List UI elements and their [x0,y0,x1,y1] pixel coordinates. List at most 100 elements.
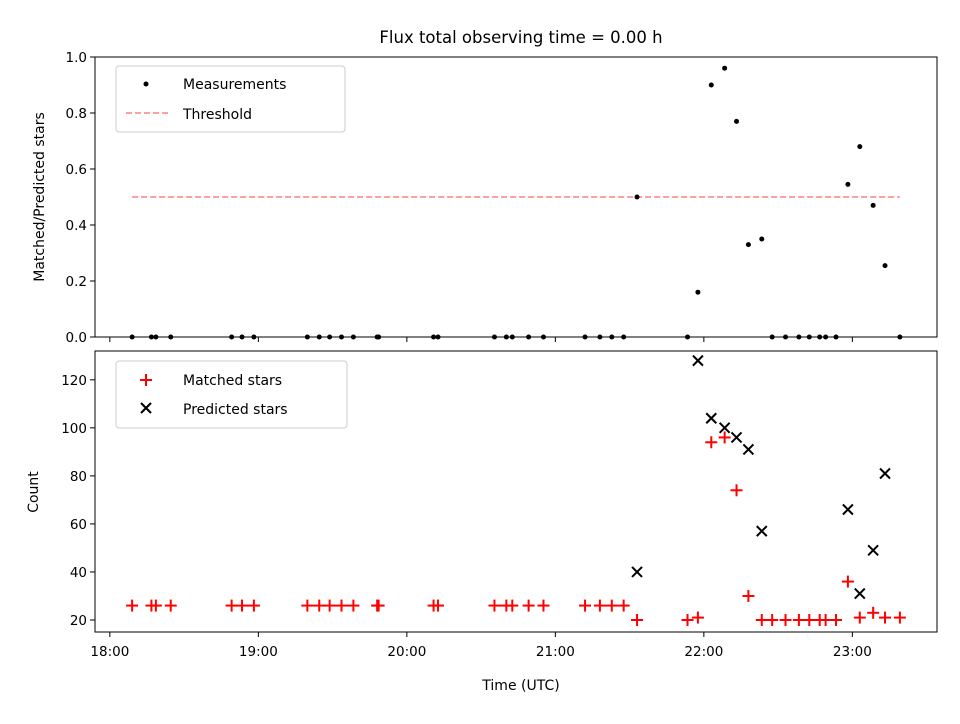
matched-star-points [126,431,906,626]
predicted-star-points [631,354,891,600]
legend-predicted-label: Predicted stars [183,402,288,418]
measurement-point [722,65,728,71]
measurement-point [845,181,851,187]
bottom-panel: Count Time (UTC) 20 40 60 80 100 120 18:00 19:… [26,350,938,694]
matched-star-point [867,606,880,619]
matched-star-point [301,599,314,612]
matched-star-point [792,613,805,626]
predicted-star-point [692,354,704,367]
bottom-x-tick-label: 23:00 [833,644,872,660]
measurement-point [745,242,751,248]
matched-star-point [313,599,326,612]
top-y-tick-label: 0.6 [66,162,87,178]
matched-star-point [766,613,779,626]
bottom-y-tick-label: 60 [70,517,87,533]
bottom-y-tick-label: 40 [70,565,87,581]
matched-star-point [705,436,718,449]
matched-star-point [631,613,644,626]
measurement-point [870,202,876,208]
measurement-point [734,118,740,124]
bottom-x-ticks: 18:00 19:00 20:00 21:00 22:00 23:00 [90,632,872,660]
measurement-point [882,263,888,269]
top-y-axis-label: Matched/Predicted stars [32,112,48,282]
top-legend-box [115,65,346,133]
top-y-tick-label: 0.0 [66,330,87,346]
matched-star-point [247,599,260,612]
legend-measurements-label: Measurements [183,77,286,93]
legend-predicted-marker [140,402,152,414]
bottom-y-tick-label: 120 [61,373,87,389]
bottom-y-axis-label: Count [26,471,42,513]
matched-star-point [691,611,704,624]
matched-star-point [841,575,854,588]
bottom-legend-box [115,360,348,429]
measurement-point [759,236,765,242]
predicted-star-point [879,467,891,480]
matched-star-point [617,599,630,612]
matched-star-point [432,599,445,612]
matched-star-point [879,611,892,624]
matched-star-point [893,611,906,624]
matched-star-point [488,599,501,612]
bottom-legend: Matched stars Predicted stars [115,360,348,429]
bottom-y-tick-label: 100 [61,421,87,437]
measurement-point [695,289,701,295]
top-x-ticks [109,337,853,342]
matched-star-point [819,613,832,626]
predicted-star-point [842,503,854,516]
legend-measurements-marker [143,81,149,87]
matched-star-point [522,599,535,612]
matched-star-point [126,599,139,612]
bottom-y-tick-label: 20 [70,613,87,629]
bottom-y-tick-label: 80 [70,469,87,485]
chart-title: Flux total observing time = 0.00 h [379,28,662,47]
top-y-ticks: 0.0 0.2 0.4 0.6 0.8 1.0 [66,50,95,346]
predicted-star-point [854,587,866,600]
top-legend: Measurements Threshold [115,65,346,133]
matched-star-point [718,431,731,444]
measurement-point [708,82,714,88]
matched-star-point [236,599,249,612]
top-plot-frame [94,56,938,338]
matched-star-point [149,599,162,612]
matched-star-point [593,599,606,612]
top-y-tick-label: 1.0 [66,50,87,66]
legend-threshold-label: Threshold [182,107,252,123]
top-y-tick-label: 0.2 [66,274,87,290]
legend-matched-marker [140,374,152,386]
predicted-star-point [705,412,717,424]
measurement-point [857,144,863,150]
top-panel: Flux total observing time = 0.00 h Match… [32,28,938,346]
matched-star-point [605,599,618,612]
matched-star-point [755,613,768,626]
bottom-x-axis-label: Time (UTC) [481,678,559,694]
measurement-points [129,65,903,340]
matched-star-point [830,613,843,626]
bottom-x-tick-label: 21:00 [536,644,575,660]
bottom-x-tick-label: 20:00 [387,644,426,660]
bottom-x-tick-label: 22:00 [684,644,723,660]
top-y-tick-label: 0.4 [66,218,87,234]
predicted-star-point [742,443,755,456]
matched-star-point [742,589,755,602]
matched-star-point [323,599,336,612]
matched-star-point [803,613,816,626]
matched-star-point [730,484,743,497]
predicted-star-point [867,544,879,557]
matched-star-point [537,599,550,612]
predicted-star-point [718,422,731,434]
matched-star-point [681,613,694,626]
predicted-star-point [756,525,768,537]
matched-star-point [506,599,519,612]
matched-star-point [164,599,177,612]
predicted-star-point [631,566,643,578]
matched-star-point [372,599,385,612]
matched-star-point [579,599,592,612]
predicted-star-point [730,431,743,444]
bottom-plot-frame [94,350,938,633]
matched-star-point [347,599,360,612]
bottom-x-tick-label: 19:00 [239,644,278,660]
matched-star-point [225,599,238,612]
matched-star-point [779,613,792,626]
